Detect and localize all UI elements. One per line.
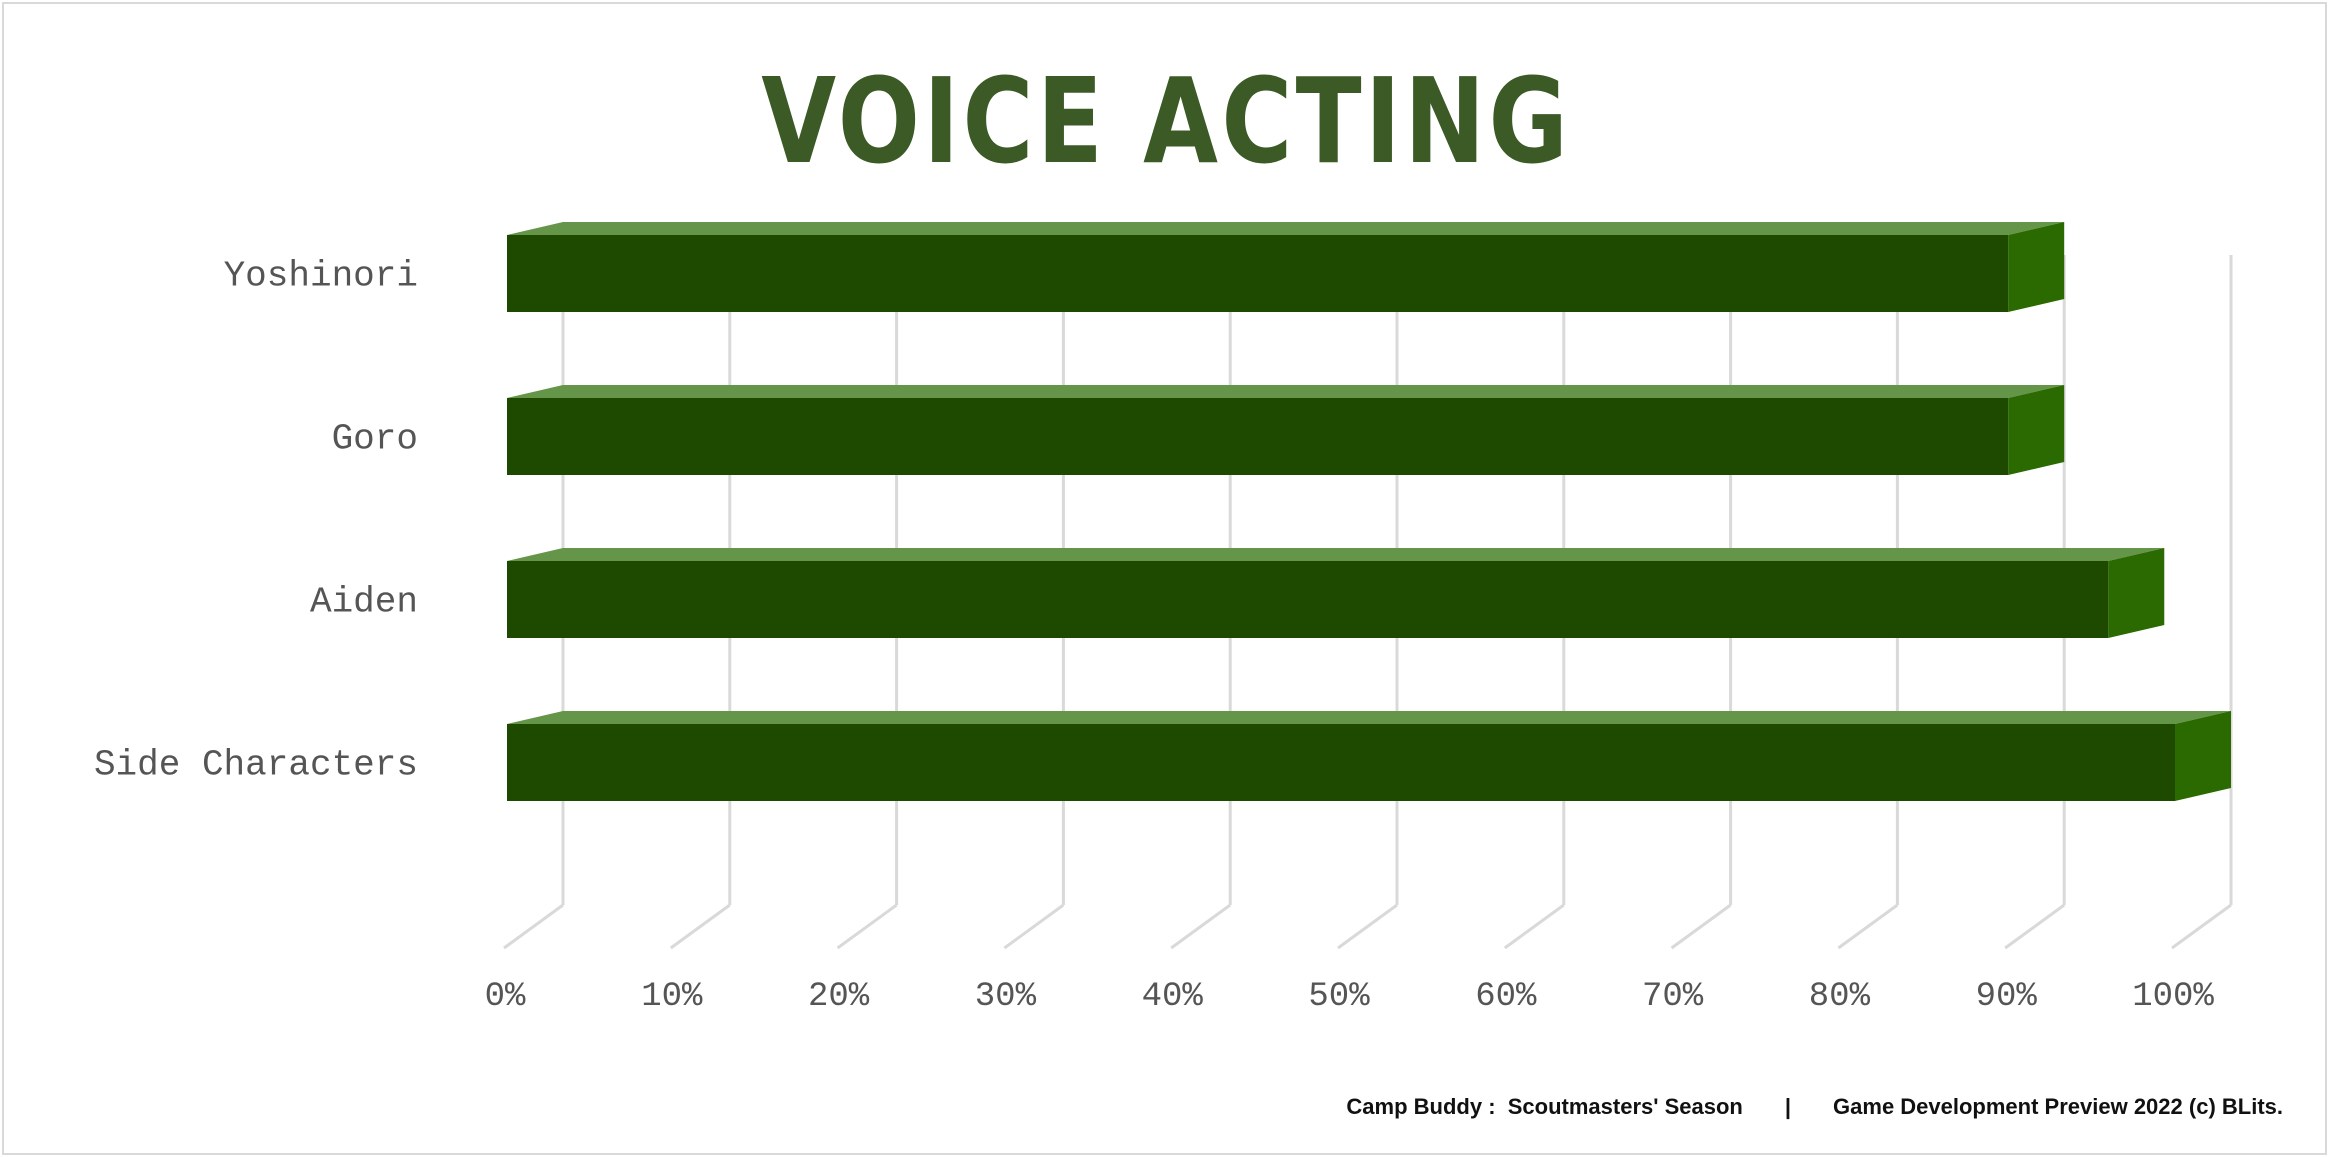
labels: 0% 10% 20% 30% 40% 50% 60% 70% 80% 90% 100% Yoshino…: [94, 256, 2214, 1017]
bar-top-face: [507, 548, 2165, 561]
footer-separator: |: [1784, 1094, 1792, 1119]
bar-side-face: [2008, 222, 2065, 312]
x-tick-label: 40%: [1142, 978, 1204, 1016]
floor-line: [2004, 903, 2066, 950]
bar-side-face: [2175, 711, 2231, 801]
floor-line: [1170, 903, 1232, 950]
x-tick-label: 10%: [641, 978, 703, 1016]
category-label: Goro: [332, 419, 418, 460]
bar-top-face: [507, 385, 2065, 398]
category-label: Yoshinori: [224, 256, 418, 297]
footer-right: Game Development Preview 2022 (c) BLits.: [1833, 1094, 2283, 1119]
floor-line: [669, 903, 731, 950]
x-tick-label: 90%: [1976, 978, 2038, 1016]
floor-line: [1837, 903, 1899, 950]
floor-line: [1670, 903, 1732, 950]
x-tick-label: 70%: [1642, 978, 1704, 1016]
footer: Camp Buddy : Scoutmasters' Season | Game D…: [1346, 1094, 2283, 1120]
footer-left: Camp Buddy : Scoutmasters' Season: [1346, 1094, 1743, 1119]
bar-side-face: [2008, 385, 2065, 475]
floor-line: [836, 903, 898, 950]
bar-top-face: [507, 711, 2231, 724]
x-tick-label: 0%: [485, 978, 526, 1016]
floor-line: [2171, 903, 2232, 950]
bar: [507, 724, 2175, 801]
category-label: Aiden: [310, 582, 418, 623]
floor-line: [1503, 903, 1565, 950]
x-tick-label: 60%: [1475, 978, 1537, 1016]
x-tick-label: 80%: [1809, 978, 1871, 1016]
floor-line: [1337, 903, 1398, 950]
bars: [507, 222, 2231, 801]
bar-top-face: [507, 222, 2065, 235]
x-tick-label: 50%: [1308, 978, 1370, 1016]
chart-title: VOICE ACTING: [761, 52, 1572, 190]
x-tick-label: 100%: [2132, 978, 2214, 1016]
category-label: Side Characters: [94, 745, 418, 786]
bar: [507, 561, 2109, 638]
bar: [507, 235, 2009, 312]
x-tick-label: 30%: [975, 978, 1037, 1016]
floor-line: [1003, 903, 1065, 950]
x-tick-label: 20%: [808, 978, 870, 1016]
bar: [507, 398, 2009, 475]
floor-line: [503, 903, 564, 950]
bar-side-face: [2108, 548, 2165, 638]
